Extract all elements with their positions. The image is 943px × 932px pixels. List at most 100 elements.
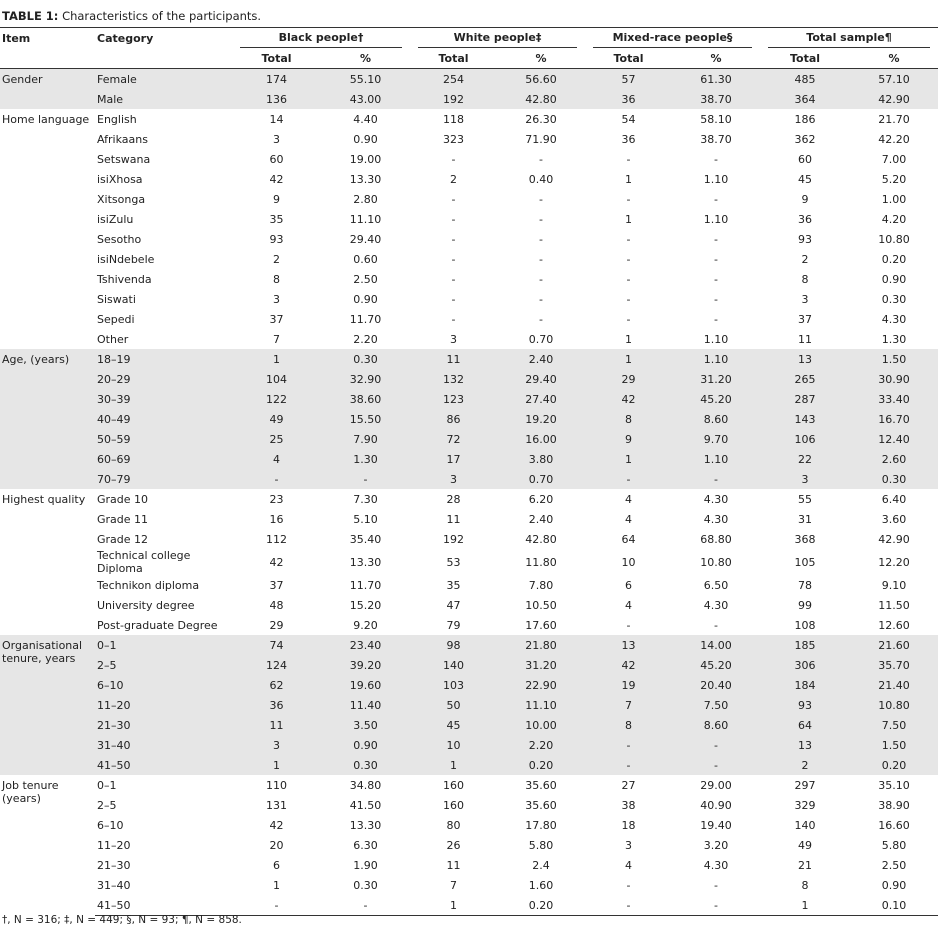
value-cell: - — [539, 212, 543, 226]
value-cell: 2 — [760, 755, 850, 775]
value-cell: 8.60 — [672, 715, 760, 735]
group-header: Black people† — [232, 27, 410, 48]
value-cell: 40.90 — [700, 798, 732, 812]
value-cell: 29.00 — [700, 778, 732, 792]
value-cell: 7.00 — [881, 152, 907, 166]
value-cell: 110 — [266, 778, 287, 792]
value-cell: 36 — [621, 132, 636, 146]
value-cell: - — [585, 735, 672, 755]
value-cell: 3 — [450, 332, 457, 346]
value-cell: 1 — [232, 349, 321, 369]
value-cell: 55 — [798, 492, 812, 506]
value-cell: 45.20 — [672, 655, 760, 675]
value-cell: 11 — [410, 349, 497, 369]
value-cell: 8.60 — [672, 409, 760, 429]
value-cell: 5.80 — [881, 838, 907, 852]
value-cell: 0.60 — [353, 252, 378, 266]
value-cell: 11.10 — [349, 212, 382, 226]
value-cell: 1.00 — [881, 192, 907, 206]
value-cell: 22 — [760, 449, 850, 469]
value-cell: 7 — [585, 695, 672, 715]
value-cell: 6.20 — [528, 492, 554, 506]
value-cell: 0.70 — [497, 469, 585, 489]
value-cell: 21.40 — [850, 675, 939, 695]
value-cell: 4.30 — [703, 512, 729, 526]
value-cell: 10.00 — [497, 715, 585, 735]
header-row: Item Category Black people† White people‡ Mi… — [0, 27, 939, 48]
value-cell: - — [626, 272, 631, 286]
category-cell: University degree — [97, 598, 195, 612]
value-cell: 11.70 — [349, 312, 382, 326]
value-cell: 7.50 — [850, 715, 939, 735]
value-cell: 56.60 — [497, 68, 585, 89]
value-cell: 4 — [625, 598, 632, 612]
value-cell: 306 — [760, 655, 850, 675]
category-cell: Xitsonga — [97, 192, 146, 206]
category-cell: Technical college Diploma — [97, 549, 191, 575]
value-cell: 2.40 — [497, 349, 585, 369]
value-cell: 30.90 — [850, 369, 939, 389]
value-cell: 5.20 — [881, 172, 907, 186]
value-cell: 19.60 — [321, 675, 410, 695]
value-cell: 16 — [269, 512, 284, 526]
subheader-cell: Total — [232, 48, 321, 69]
subheader-cell: % — [672, 48, 760, 69]
value-cell: 7 — [450, 878, 457, 892]
value-cell: 37 — [269, 578, 284, 592]
value-cell: - — [626, 152, 631, 166]
value-cell: 74 — [232, 635, 321, 655]
value-cell: 192 — [443, 532, 464, 546]
value-cell: 13.30 — [349, 818, 382, 832]
value-cell: 38.70 — [700, 132, 732, 146]
value-cell: 35 — [446, 578, 461, 592]
value-cell: 4 — [232, 449, 321, 469]
category-cell: 6–10 — [97, 818, 124, 832]
value-cell: 0.90 — [321, 735, 410, 755]
header-cell: Category — [95, 27, 232, 48]
value-cell: 11 — [798, 332, 812, 346]
title-label: TABLE 1: — [2, 9, 59, 23]
value-cell: 17.80 — [525, 818, 557, 832]
value-cell: 58.10 — [700, 112, 732, 126]
value-cell: 2.40 — [528, 512, 554, 526]
category-cell: 11–20 — [95, 695, 232, 715]
value-cell: 15.20 — [349, 598, 382, 612]
value-cell: 3 — [273, 132, 280, 146]
item-cell: Gender — [0, 68, 95, 109]
category-cell: Female — [95, 68, 232, 89]
value-cell: 192 — [410, 89, 497, 109]
value-cell: 64 — [760, 715, 850, 735]
table-row: Gender Female 174 55.10 254 56.60 57 61.30 485 57… — [0, 68, 939, 109]
value-cell: 0.30 — [321, 349, 410, 369]
value-cell: 6 — [625, 578, 632, 592]
value-cell: 42.80 — [525, 532, 557, 546]
value-cell: - — [585, 755, 672, 775]
value-cell: 0.30 — [850, 469, 939, 489]
item-cell: Home language — [2, 113, 90, 126]
category-cell: 18–19 — [95, 349, 232, 369]
table-row: isiZulu 35 11.10- -1 1.10 36 4.20 — [0, 209, 938, 229]
value-cell: 2 — [450, 172, 457, 186]
value-cell: 132 — [410, 369, 497, 389]
value-cell: 2.20 — [497, 735, 585, 755]
value-cell: 35 — [269, 212, 284, 226]
value-cell: 9 — [801, 192, 809, 206]
value-cell: - — [451, 272, 456, 286]
value-cell: 93 — [760, 695, 850, 715]
value-cell: - — [539, 252, 543, 266]
value-cell: 48 — [269, 598, 284, 612]
table-row: Male 136 43.00 192 42.80 36 38.70 364 42.90 — [0, 89, 939, 109]
value-cell: 8 — [273, 272, 280, 286]
value-cell: 42.20 — [878, 132, 910, 146]
value-cell: - — [451, 152, 456, 166]
value-cell: 10.80 — [878, 232, 910, 246]
value-cell: 1 — [625, 172, 632, 186]
subheader-row: Total% Total% Total% Total% — [0, 48, 939, 69]
header-cell: Item — [0, 27, 95, 48]
table-row: Siswati 3 0.90 - - - - 3 0.30 — [0, 289, 938, 309]
value-cell: 26.30 — [525, 112, 557, 126]
value-cell: 16.00 — [497, 429, 585, 449]
value-cell: 485 — [760, 68, 850, 89]
table-row: Technical college Diploma 42 13.30 53 11.80 1… — [0, 549, 938, 575]
value-cell: 1 — [410, 895, 497, 916]
